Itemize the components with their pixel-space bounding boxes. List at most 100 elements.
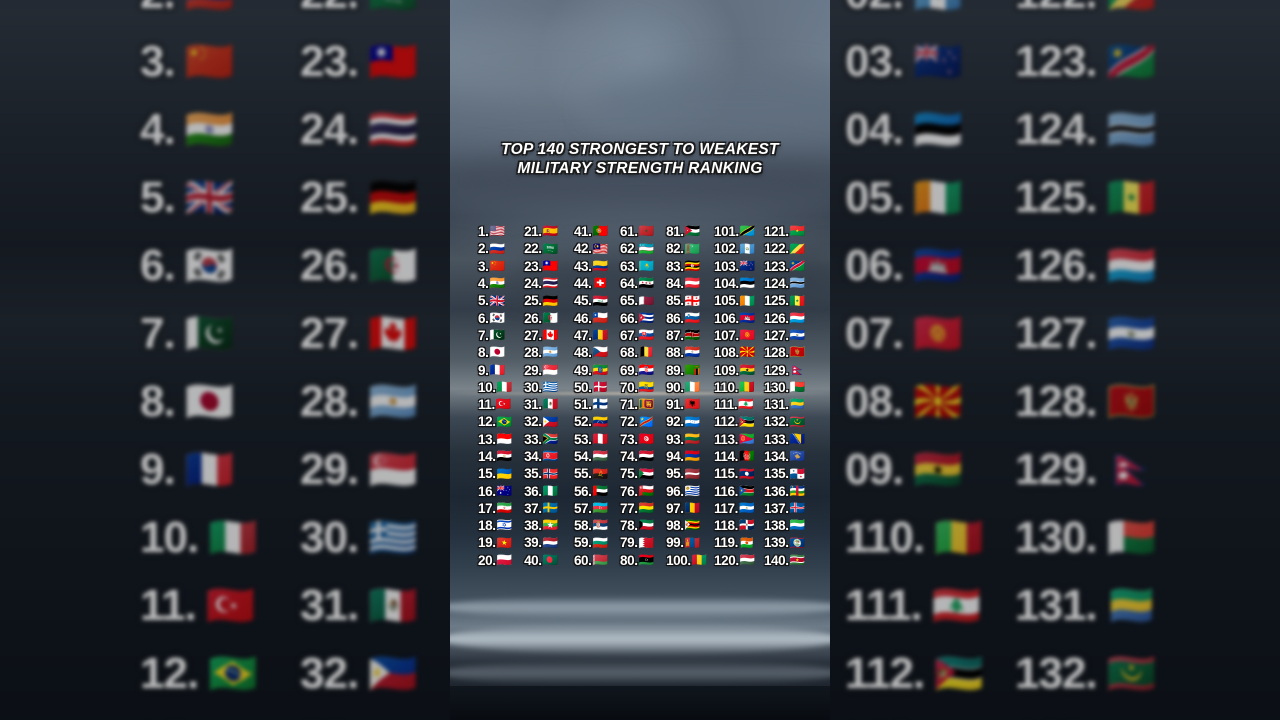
rank-number: 125. <box>763 293 789 309</box>
rank-number: 43. <box>573 258 592 274</box>
background-flag-icon: 🇵🇰 <box>184 312 235 356</box>
flag-icon: 🇴🇲 <box>638 483 655 498</box>
background-column-4: 02.🇬🇹03.🇳🇿04.🇪🇪05.🇨🇮06.🇰🇭07.🇰🇬08.🇲🇰09.🇬🇭… <box>845 0 984 720</box>
background-ranking-entry: 09. 🇬🇭 <box>845 436 984 504</box>
ranking-entry: 74. 🇾🇪 <box>620 448 664 465</box>
background-flag-icon: 🇳🇦 <box>1106 40 1157 84</box>
background-ranking-entry: 13.🇮🇩 <box>140 708 258 720</box>
rank-number: 100. <box>666 552 691 568</box>
background-rank-number: 32. <box>300 649 359 698</box>
background-rank-number: 6. <box>140 241 176 290</box>
rank-number: 74. <box>620 449 638 464</box>
flag-icon: 🇪🇸 <box>542 224 559 239</box>
flag-icon: 🇬🇧 <box>489 293 506 308</box>
background-ranking-entry: 129. 🇳🇵 <box>1015 436 1156 504</box>
ranking-entry: 32. 🇵🇭 <box>524 413 572 430</box>
background-ranking-entry: 123. 🇳🇦 <box>1015 28 1156 96</box>
ranking-entry: 82. 🇹🇲 <box>666 240 712 257</box>
flag-icon: 🇹🇩 <box>684 501 701 516</box>
flag-icon: 🇱🇺 <box>789 310 806 325</box>
background-ranking-entry: 02. 🇬🇹 <box>845 0 984 28</box>
beach-sand <box>450 686 830 720</box>
rank-number: 31. <box>524 397 542 413</box>
ranking-entry: 19. 🇻🇳 <box>478 534 522 551</box>
background-ranking-entry: 110. 🇲🇱 <box>845 504 984 572</box>
background-ranking-entry: 12. 🇧🇷 <box>140 640 258 708</box>
rank-number: 55. <box>573 466 592 482</box>
flag-icon: 🇲🇦 <box>638 224 655 239</box>
flag-icon: 🇸🇷 <box>789 553 806 568</box>
background-ranking-entry: 124. 🇧🇼 <box>1015 96 1156 164</box>
flag-icon: 🇪🇬 <box>496 449 513 464</box>
background-flag-icon: 🇲🇪 <box>1106 380 1157 424</box>
background-rank-number: 130. <box>1015 513 1098 562</box>
background-ranking-entry: 133.🇧🇦 <box>1015 708 1156 720</box>
rank-number: 2. <box>478 241 489 257</box>
background-ranking-entry: 6. 🇰🇷 <box>140 232 258 300</box>
flag-icon: 🇧🇭 <box>638 535 655 550</box>
rank-number: 102. <box>714 241 739 257</box>
background-rank-number: 2. <box>140 0 176 19</box>
rank-number: 9. <box>478 362 489 378</box>
background-flag-icon: 🇧🇼 <box>1106 108 1157 152</box>
background-rank-number: 09. <box>845 445 904 494</box>
background-column-5: 122.🇨🇬123.🇳🇦124.🇧🇼125.🇸🇳126.🇱🇺127.🇸🇻128.… <box>1015 0 1156 720</box>
rank-number: 52. <box>573 414 592 430</box>
ranking-entry: 114. 🇦🇫 <box>714 448 762 465</box>
ranking-entry: 58. 🇷🇸 <box>574 517 618 534</box>
ranking-entry: 88. 🇵🇾 <box>666 344 712 361</box>
rank-number: 98. <box>666 518 684 534</box>
background-rank-number: 11. <box>140 581 197 630</box>
ranking-grid: 1. 🇺🇸 2. 🇷🇺 3. 🇨🇳 4. 🇮🇳 5. 🇬🇧 6. 🇰🇷 7. 🇵🇰 8. 🇯🇵 9. 🇫🇷 10. 🇮… <box>478 223 808 569</box>
ranking-entry: 66. 🇨🇺 <box>620 309 664 326</box>
ranking-entry: 21. 🇪🇸 <box>524 223 572 240</box>
background-rank-number: 22. <box>300 0 359 19</box>
rank-number: 111. <box>714 397 738 413</box>
rank-number: 41. <box>573 224 592 240</box>
flag-icon: 🇵🇦 <box>789 466 806 481</box>
ranking-entry: 38. 🇲🇲 <box>524 517 572 534</box>
ranking-entry: 3. 🇨🇳 <box>478 258 522 275</box>
ranking-entry: 90. 🇮🇪 <box>666 379 712 396</box>
flag-icon: 🇨🇦 <box>542 328 559 343</box>
rank-number: 35. <box>524 466 542 482</box>
flag-icon: 🇩🇴 <box>738 518 755 533</box>
flag-icon: 🇷🇸 <box>592 518 609 533</box>
flag-icon: 🇺🇸 <box>489 224 506 239</box>
ranking-entry: 15. 🇺🇦 <box>478 465 522 482</box>
ranking-column-7: 121. 🇧🇫 122. 🇨🇬 123. 🇳🇦 124. 🇧🇼 125. 🇸🇳 126. 🇱🇺 127.… <box>764 223 808 569</box>
ranking-entry: 85. 🇬🇪 <box>666 292 712 309</box>
background-flag-icon: 🇲🇬 <box>1106 516 1157 560</box>
rank-number: 69. <box>620 362 638 378</box>
flag-icon: 🇵🇭 <box>542 414 559 429</box>
ranking-entry: 24. 🇹🇭 <box>524 275 572 292</box>
rank-number: 120. <box>714 552 739 568</box>
background-flag-icon: 🇹🇷 <box>205 584 256 628</box>
flag-icon: 🇭🇺 <box>592 449 609 464</box>
flag-icon: 🇨🇭 <box>592 276 609 291</box>
ranking-entry: 124. 🇧🇼 <box>764 275 808 292</box>
background-rank-number: 13. <box>140 717 199 720</box>
flag-icon: 🇹🇼 <box>542 258 559 273</box>
flag-icon: 🇧🇿 <box>789 535 806 550</box>
flag-icon: 🇸🇩 <box>638 466 655 481</box>
flag-icon: 🇱🇧 <box>738 397 754 412</box>
flag-icon: 🇦🇷 <box>542 345 559 360</box>
ranking-entry: 11. 🇹🇷 <box>478 396 522 413</box>
background-flag-icon: 🇦🇷 <box>368 380 418 424</box>
ranking-entry: 42. 🇲🇾 <box>574 240 618 257</box>
background-rank-number: 3. <box>140 37 176 86</box>
flag-icon: 🇱🇻 <box>684 466 701 481</box>
background-flag-icon: 🇯🇵 <box>184 380 235 424</box>
flag-icon: 🇸🇬 <box>542 362 559 377</box>
flag-icon: 🇸🇸 <box>738 483 755 498</box>
rank-number: 75. <box>620 466 638 482</box>
flag-icon: 🇰🇪 <box>684 328 701 343</box>
background-flag-icon: 🇰🇷 <box>184 244 235 288</box>
ranking-entry: 131. 🇬🇦 <box>764 396 808 413</box>
ranking-entry: 109. 🇬🇭 <box>714 361 762 378</box>
flag-icon: 🇲🇿 <box>738 414 755 429</box>
rank-number: 124. <box>763 276 789 292</box>
background-flag-icon: 🇸🇻 <box>1106 312 1157 356</box>
background-ranking-entry: 9. 🇫🇷 <box>140 436 258 504</box>
